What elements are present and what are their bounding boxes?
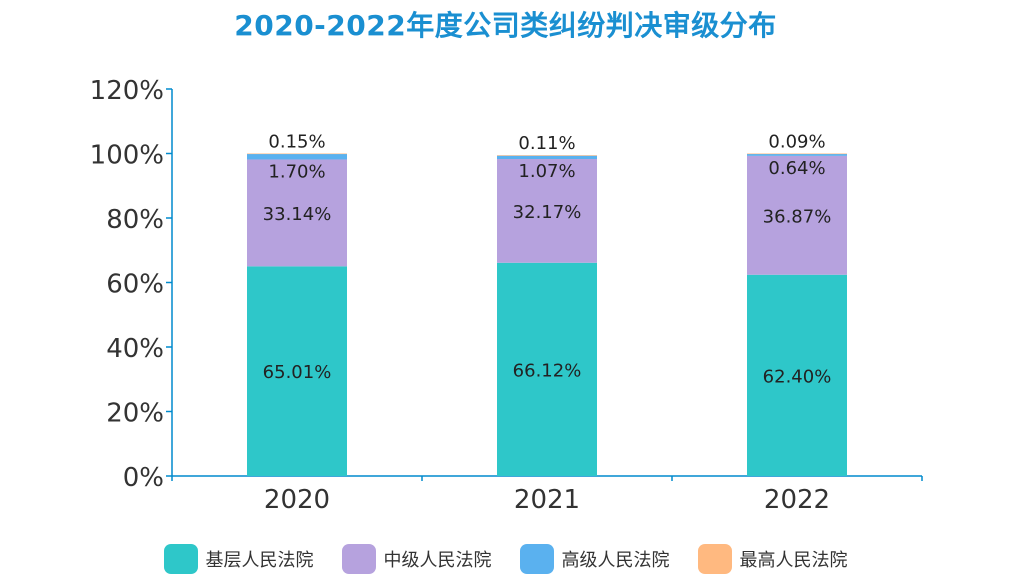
legend-swatch <box>341 544 376 574</box>
bar-segment-1 <box>497 262 597 476</box>
data-label: 1.70% <box>268 161 325 182</box>
legend-item-high-court[interactable]: 高级人民法院 <box>519 544 670 574</box>
data-label: 36.87% <box>763 206 832 227</box>
data-label: 32.17% <box>513 202 582 223</box>
bar-segment-4 <box>497 155 597 156</box>
data-label: 0.09% <box>768 132 825 153</box>
stacked-bar-chart: 0% 20% 40% 60% 80% 100% 120% 65.01% 33.14% 1.70% 0… <box>90 76 923 515</box>
bar-segment-4 <box>747 153 847 155</box>
legend: 基层人民法院 中级人民法院 高级人民法院 最高人民法院 <box>0 544 1011 574</box>
data-label: 0.11% <box>518 133 575 154</box>
legend-label: 中级人民法院 <box>383 550 492 571</box>
chart-title: 2020-2022年度公司类纠纷判决审级分布 <box>234 9 777 42</box>
y-tick-label: 0% <box>123 463 164 493</box>
legend-item-intermediate-court[interactable]: 中级人民法院 <box>341 544 492 574</box>
legend-swatch <box>519 544 554 574</box>
bar-segment-3 <box>497 155 597 160</box>
data-label: 0.15% <box>268 132 325 153</box>
legend-label: 基层人民法院 <box>205 550 314 571</box>
bar-segment-3 <box>747 153 847 156</box>
y-tick-label: 80% <box>106 205 164 235</box>
x-tick-label: 2022 <box>764 485 830 515</box>
bar-segment-1 <box>747 274 847 476</box>
bar-segment-2 <box>247 159 347 267</box>
legend-swatch <box>163 544 198 574</box>
bar-segment-2 <box>747 155 847 275</box>
x-tick-label: 2021 <box>514 485 580 515</box>
data-label: 0.64% <box>768 158 825 179</box>
bar-segment-2 <box>497 159 597 263</box>
legend-item-basic-court[interactable]: 基层人民法院 <box>163 544 314 574</box>
legend-item-supreme-court[interactable]: 最高人民法院 <box>697 544 848 574</box>
y-tick-label: 100% <box>90 141 164 171</box>
bar-segment-3 <box>247 153 347 160</box>
x-tick-label: 2020 <box>264 485 330 515</box>
legend-swatch <box>697 544 732 574</box>
y-tick-label: 120% <box>90 76 164 106</box>
bar-segment-4 <box>247 153 347 155</box>
y-tick-label: 20% <box>106 399 164 429</box>
data-label: 66.12% <box>513 360 582 381</box>
data-label: 1.07% <box>518 161 575 182</box>
legend-label: 高级人民法院 <box>561 550 670 571</box>
legend-label: 最高人民法院 <box>739 550 848 571</box>
data-label: 65.01% <box>263 362 332 383</box>
y-tick-label: 60% <box>106 270 164 300</box>
bar-segment-1 <box>247 266 347 476</box>
y-tick-label: 40% <box>106 334 164 364</box>
data-label: 62.40% <box>763 366 832 387</box>
data-label: 33.14% <box>263 204 332 225</box>
